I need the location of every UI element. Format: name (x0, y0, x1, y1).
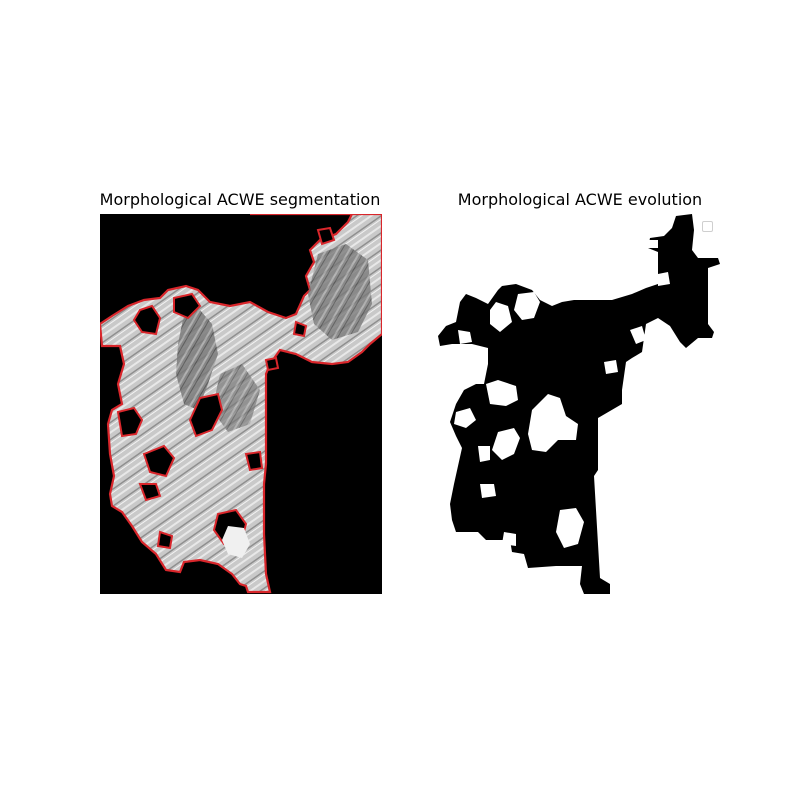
mask-hole (480, 484, 496, 498)
hole (138, 483, 162, 502)
bright-blob (222, 526, 250, 558)
legend-box (702, 221, 713, 232)
mask-hole (486, 380, 518, 406)
mask-hole (490, 302, 512, 332)
mask-hole (454, 408, 476, 428)
mask-hole (604, 360, 618, 374)
hole (244, 450, 264, 472)
right-panel-title: Morphological ACWE evolution (457, 190, 703, 209)
dark-patch (212, 364, 260, 432)
left-panel-title: Morphological ACWE segmentation (99, 190, 381, 209)
hole (132, 304, 162, 336)
hole (116, 406, 144, 438)
hole (173, 292, 202, 320)
mask-hole (648, 240, 658, 248)
hole (264, 356, 280, 372)
dark-patch (176, 310, 218, 410)
mask-hole (658, 272, 670, 286)
hole (142, 444, 176, 478)
evolution-mask (436, 214, 722, 594)
mask-hole (492, 428, 520, 460)
mask-hole (502, 532, 516, 546)
mask-hole (630, 326, 646, 344)
hole (292, 320, 308, 338)
dark-patch (308, 244, 372, 340)
mask-hole (556, 508, 584, 548)
mask-hole (478, 446, 490, 462)
mask-hole (514, 292, 540, 320)
segmentation-image (100, 214, 382, 594)
hole (316, 226, 336, 246)
hole (188, 392, 224, 438)
hole (156, 530, 174, 550)
mask-hole (528, 394, 578, 452)
mask-hole (458, 330, 472, 344)
